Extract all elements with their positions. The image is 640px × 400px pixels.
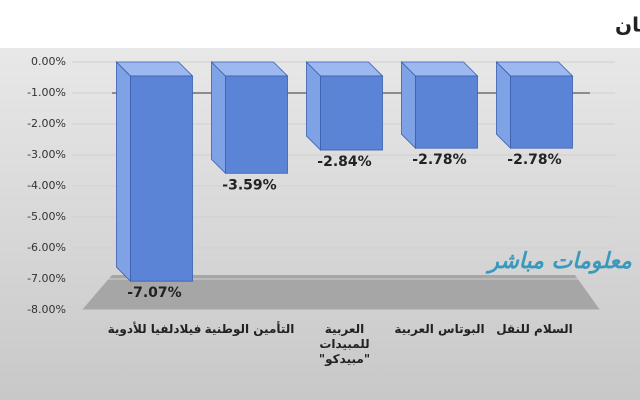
y-tick-label: -8.00% — [27, 303, 66, 316]
x-tick-label: البوتاس العربية — [394, 322, 485, 336]
bar-top — [305, 61, 384, 77]
x-tick-label: فيلادلفيا للأدوية — [107, 322, 202, 336]
bar-side — [496, 61, 511, 150]
y-tick-label: 0.00% — [31, 55, 66, 68]
bar-top — [400, 61, 479, 77]
y-tick-label: -6.00% — [27, 241, 66, 254]
y-tick-label: -3.00% — [27, 148, 66, 161]
value-label: -3.59% — [222, 177, 276, 193]
floor — [82, 275, 600, 310]
bar-top — [115, 61, 194, 77]
watermark: معلومات مباشر — [485, 249, 632, 274]
y-tick-label: -1.00% — [27, 86, 66, 99]
bar — [510, 75, 573, 149]
bar-side — [116, 61, 131, 283]
bar-side — [211, 61, 226, 175]
x-tick-label: العربية للمبيدات "مبيدكو" — [318, 322, 371, 366]
bar-side — [401, 61, 416, 150]
bar — [225, 75, 288, 174]
x-tick-label: التأمين الوطنية — [204, 322, 295, 336]
bar-top — [210, 61, 289, 77]
bar — [130, 75, 193, 282]
bar — [415, 75, 478, 149]
y-tick-label: -5.00% — [27, 210, 66, 223]
chart-title: أكثر 5 أسهم متراجعة ببورصة عمّان — [615, 11, 640, 37]
value-label: -2.78% — [412, 152, 466, 168]
y-tick-label: -2.00% — [27, 117, 66, 130]
bar-side — [306, 61, 321, 152]
y-tick-label: -4.00% — [27, 179, 66, 192]
value-label: -2.84% — [317, 154, 371, 170]
value-label: -2.78% — [507, 152, 561, 168]
value-label: -7.07% — [127, 285, 181, 301]
bar — [320, 75, 383, 151]
y-tick-label: -7.00% — [27, 272, 66, 285]
bar-top — [495, 61, 574, 77]
x-tick-label: السلام للنقل — [496, 322, 573, 336]
